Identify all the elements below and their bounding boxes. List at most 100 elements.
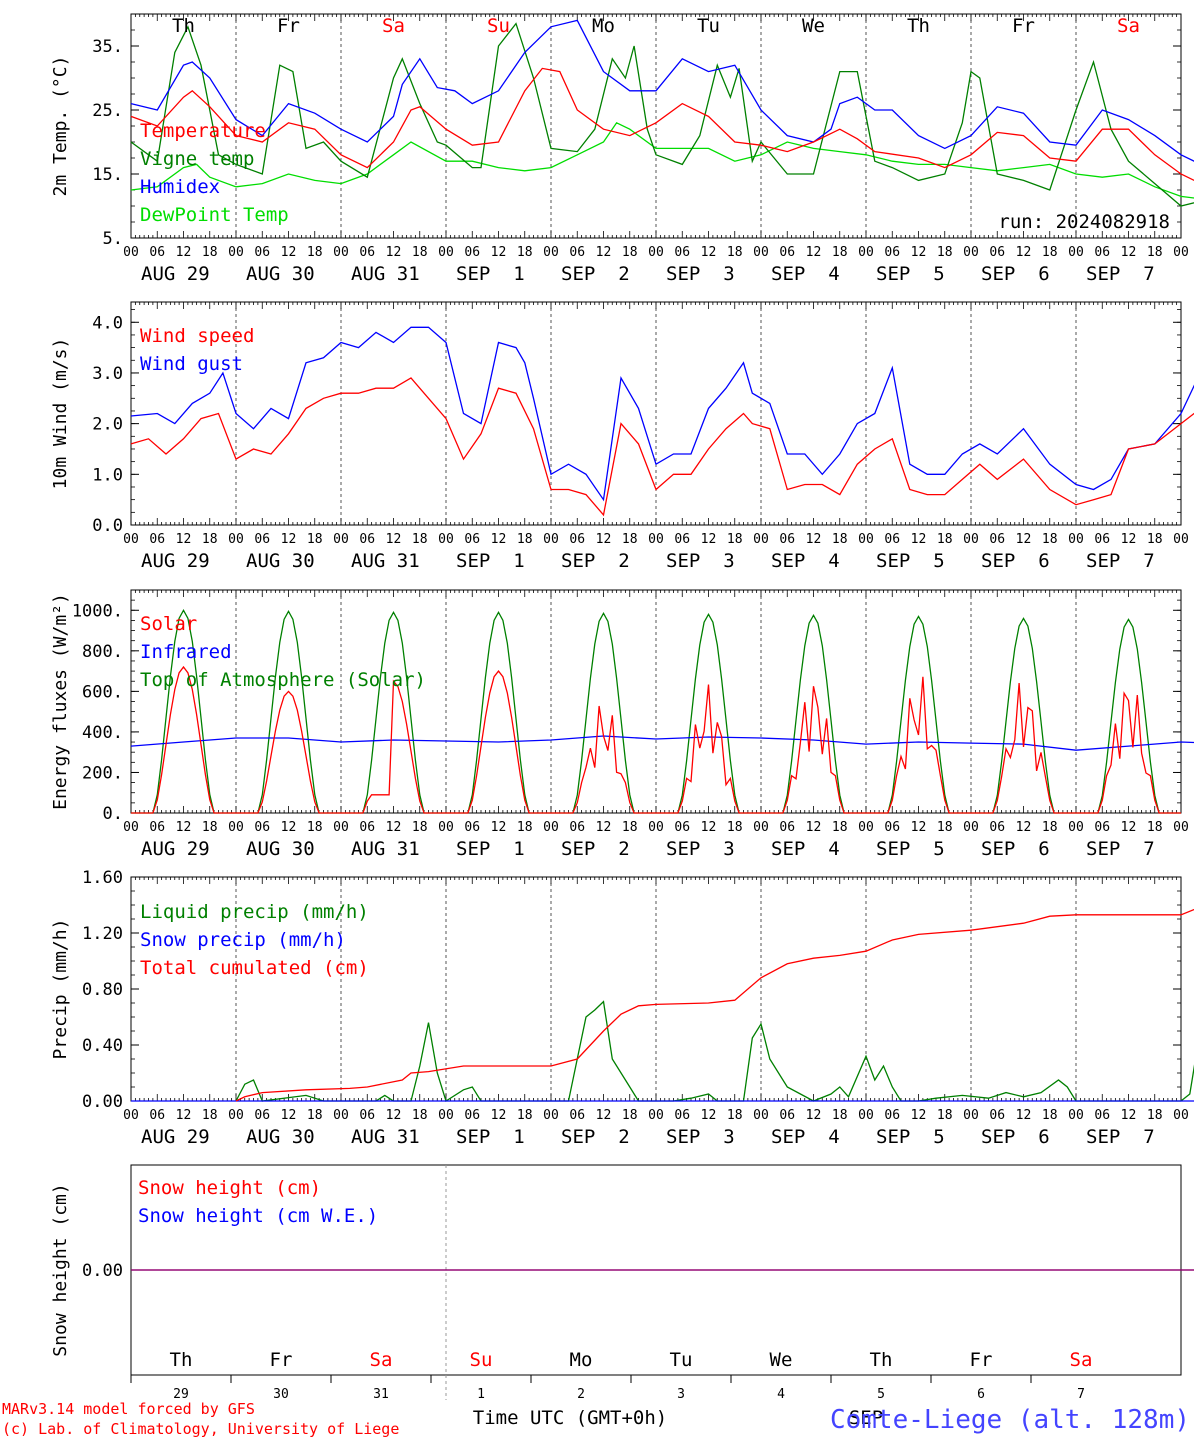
date-label: SEP 1 — [456, 263, 525, 285]
date-label: SEP 5 — [876, 550, 945, 572]
hour-tick-label: 00 — [543, 532, 559, 547]
y-tick-label: 25. — [92, 101, 123, 121]
legend-entry: Snow height (cm) — [138, 1177, 321, 1199]
date-label: SEP 6 — [981, 1126, 1050, 1148]
hour-tick-label: 00 — [648, 1108, 664, 1123]
date-label: SEP 6 — [981, 550, 1050, 572]
hour-tick-label: 00 — [123, 820, 139, 835]
hour-tick-label: 06 — [1094, 245, 1110, 260]
date-label: AUG 29 — [141, 1126, 210, 1148]
hour-tick-label: 18 — [622, 532, 638, 547]
hour-tick-label: 06 — [674, 820, 690, 835]
hour-tick-label: 12 — [1121, 245, 1137, 260]
hour-tick-label: 00 — [1068, 532, 1084, 547]
time-axis-label: Time UTC (GMT+0h) — [473, 1407, 667, 1429]
date-label: AUG 29 — [141, 550, 210, 572]
hour-tick-label: 12 — [386, 245, 402, 260]
hour-tick-label: 00 — [753, 820, 769, 835]
day-number-label: 29 — [173, 1387, 189, 1402]
date-label: AUG 30 — [246, 550, 315, 572]
hour-tick-label: 06 — [569, 1108, 585, 1123]
y-axis-title: Snow height (cm) — [50, 1183, 71, 1356]
hour-tick-label: 00 — [333, 532, 349, 547]
weekday-label: Fr — [970, 1349, 993, 1371]
series-infrared — [130, 735, 1194, 751]
legend-entry: Top of Atmosphere (Solar) — [140, 669, 426, 691]
weekday-label: Sa — [1070, 1349, 1093, 1371]
hour-tick-label: 00 — [123, 245, 139, 260]
date-label: SEP 3 — [666, 263, 735, 285]
hour-tick-label: 00 — [648, 532, 664, 547]
hour-tick-label: 18 — [307, 1108, 323, 1123]
panel-4: 0.00 0.40 0.80 1.20 1.60 Precip (mm/h) Liquid … — [50, 868, 1194, 1148]
weekday-label: We — [802, 15, 825, 37]
y-tick-label: 1000. — [72, 601, 123, 621]
hour-tick-label: 18 — [1147, 1108, 1163, 1123]
panel-frame — [130, 589, 1182, 814]
legend-entry: Snow height (cm W.E.) — [138, 1205, 378, 1227]
date-label: AUG 31 — [351, 838, 420, 860]
date-label: SEP 1 — [456, 838, 525, 860]
hour-tick-label: 12 — [596, 532, 612, 547]
hour-tick-label: 00 — [228, 245, 244, 260]
weekday-label: Su — [470, 1349, 493, 1371]
hour-tick-label: 06 — [1094, 1108, 1110, 1123]
date-label: SEP 3 — [666, 1126, 735, 1148]
hour-tick-label: 18 — [937, 820, 953, 835]
hour-tick-label: 06 — [464, 532, 480, 547]
y-tick-label: 0.00 — [82, 1092, 123, 1112]
hour-tick-label: 12 — [281, 532, 297, 547]
hour-tick-label: 18 — [727, 820, 743, 835]
location-label: Comte-Liege (alt. 128m) — [830, 1405, 1190, 1435]
date-label: SEP 2 — [561, 550, 630, 572]
y-tick-label: 0.40 — [82, 1036, 123, 1056]
weekday-label: Fr — [1012, 15, 1035, 37]
hour-tick-label: 00 — [963, 1108, 979, 1123]
panel-1: 5. 15. 25. 35. 2m Temp. (°C) Temperature Vigne… — [50, 13, 1194, 285]
hour-tick-label: 06 — [674, 1108, 690, 1123]
y-tick-label: 0. — [103, 804, 123, 824]
hour-tick-label: 18 — [517, 532, 533, 547]
hour-tick-label: 06 — [359, 532, 375, 547]
y-tick-label: 1.20 — [82, 924, 123, 944]
hour-tick-label: 18 — [1042, 1108, 1058, 1123]
legend-entry: Snow precip (mm/h) — [140, 929, 346, 951]
y-tick-label: 35. — [92, 37, 123, 57]
hour-tick-label: 12 — [281, 1108, 297, 1123]
hour-tick-label: 12 — [1121, 1108, 1137, 1123]
weekday-label: Su — [487, 15, 510, 37]
hour-tick-label: 18 — [1147, 532, 1163, 547]
hour-tick-label: 06 — [989, 820, 1005, 835]
hour-tick-label: 00 — [438, 245, 454, 260]
hour-tick-label: 12 — [806, 532, 822, 547]
hour-tick-label: 00 — [333, 820, 349, 835]
y-axis-title: 10m Wind (m/s) — [50, 338, 71, 490]
hour-tick-label: 18 — [622, 820, 638, 835]
credit-line-1: MARv3.14 model forced by GFS — [2, 1400, 255, 1418]
hour-tick-label: 12 — [386, 532, 402, 547]
hour-tick-label: 12 — [386, 1108, 402, 1123]
hour-tick-label: 18 — [937, 532, 953, 547]
hour-tick-label: 12 — [281, 245, 297, 260]
hour-tick-label: 18 — [727, 532, 743, 547]
hour-tick-label: 18 — [1042, 532, 1058, 547]
hour-tick-label: 12 — [911, 1108, 927, 1123]
hour-tick-label: 12 — [701, 820, 717, 835]
legend-entry: Wind gust — [140, 353, 243, 375]
hour-tick-label: 18 — [1147, 820, 1163, 835]
hour-tick-label: 00 — [753, 532, 769, 547]
hour-tick-label: 00 — [858, 820, 874, 835]
weekday-label: Fr — [277, 15, 300, 37]
hour-tick-label: 18 — [412, 1108, 428, 1123]
hour-tick-label: 06 — [464, 1108, 480, 1123]
hour-tick-label: 06 — [779, 820, 795, 835]
hour-tick-label: 06 — [254, 245, 270, 260]
hour-tick-label: 06 — [1094, 532, 1110, 547]
hour-tick-label: 12 — [1121, 532, 1137, 547]
month-label: SEP — [849, 1407, 883, 1429]
date-label: SEP 1 — [456, 550, 525, 572]
day-number-label: 3 — [677, 1387, 685, 1402]
hour-tick-label: 12 — [491, 1108, 507, 1123]
date-label: SEP 7 — [1086, 1126, 1155, 1148]
hour-tick-label: 12 — [491, 245, 507, 260]
